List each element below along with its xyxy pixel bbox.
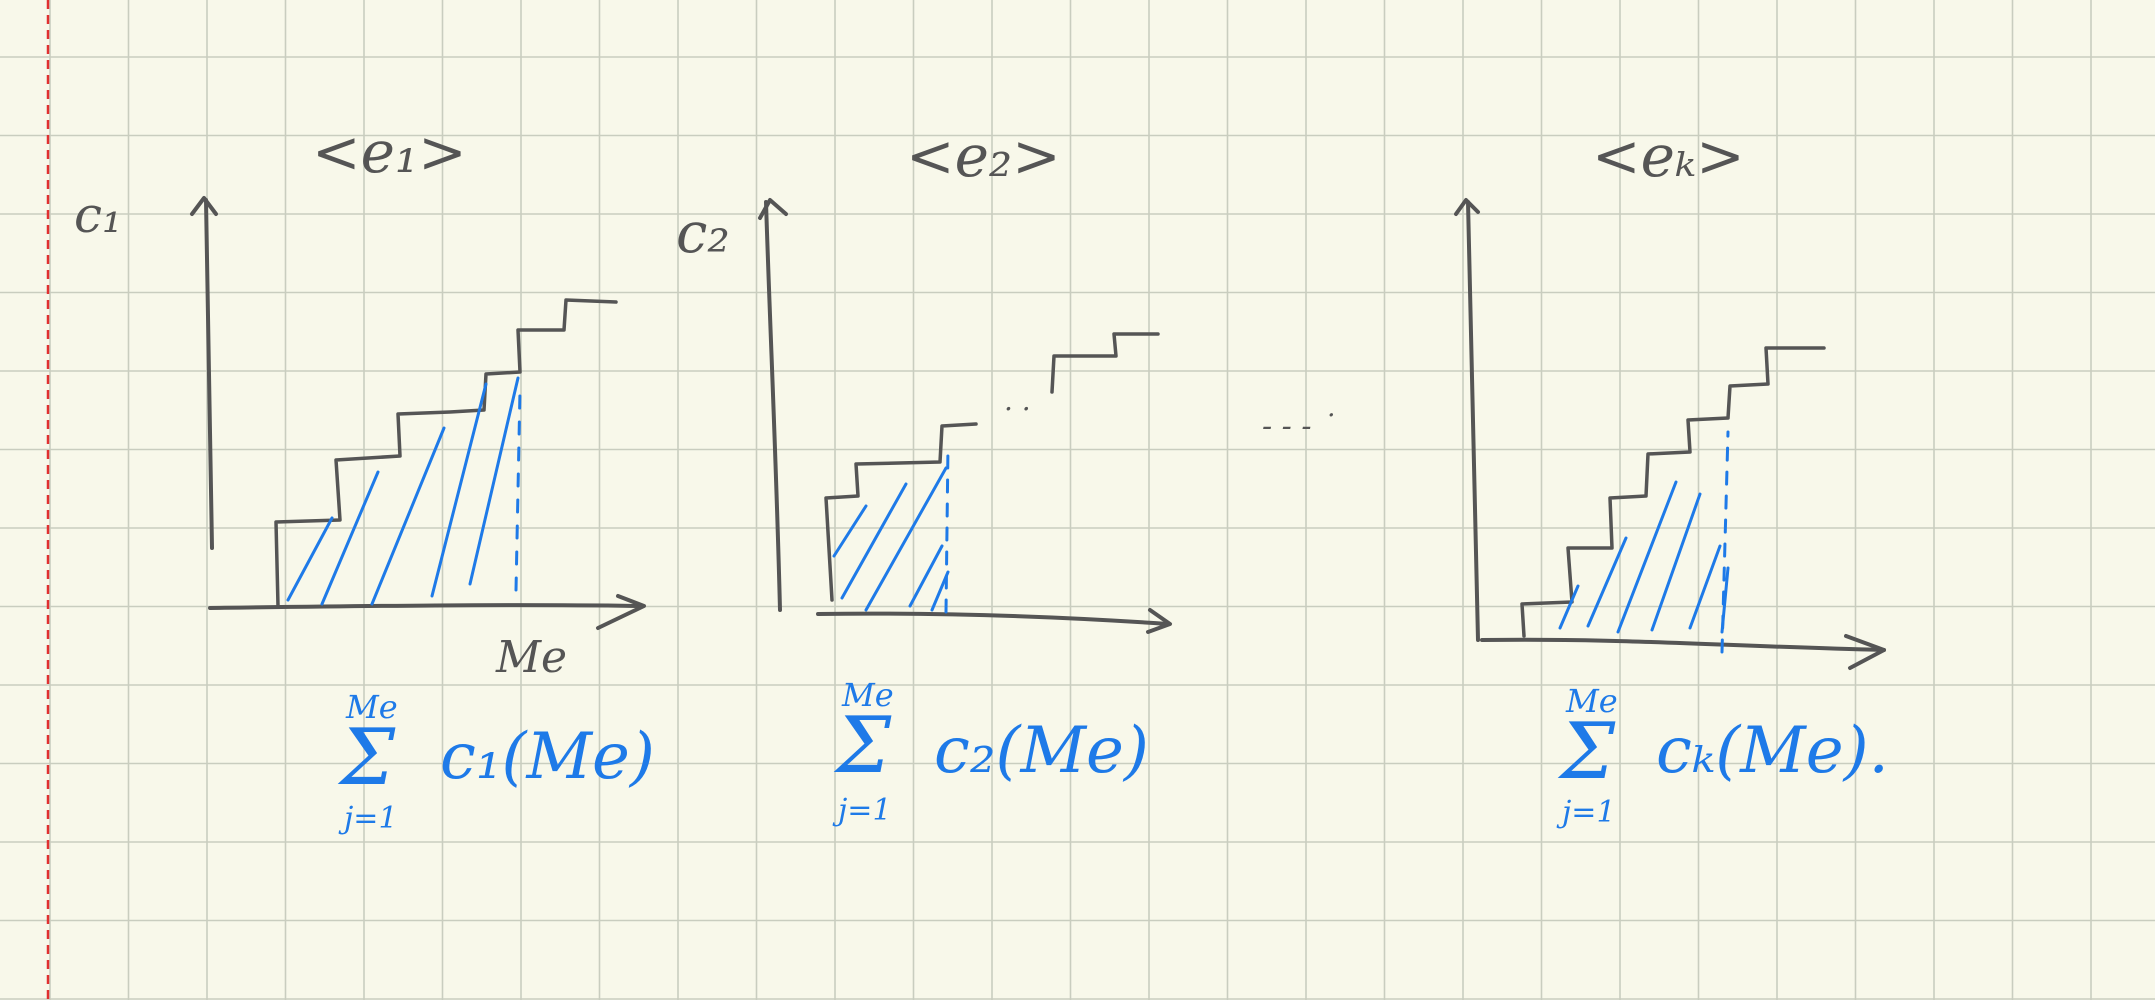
step-function-c2-upper xyxy=(1050,332,1160,394)
step-function-c2 xyxy=(824,422,978,602)
panel-title-ek: <eₖ> xyxy=(1592,122,1745,190)
panel-ek: <eₖ> Me Σ j=1 cₖ(Me). xyxy=(1454,122,1889,830)
y-axis xyxy=(1466,200,1480,642)
x-axis-arrow xyxy=(1146,608,1172,634)
sum-upper-limit: Me xyxy=(345,688,398,726)
x-axis xyxy=(1480,637,1886,652)
y-axis-arrow xyxy=(190,196,218,216)
hatch-area-panel1 xyxy=(286,376,522,606)
panel-title-e1: <e₁> xyxy=(312,118,467,186)
hatch-area-panelk xyxy=(1558,430,1730,654)
sum-symbol: Σ xyxy=(1557,707,1616,797)
y-axis-arrow xyxy=(1454,198,1480,216)
x-axis xyxy=(816,611,1170,626)
axes-panel2 xyxy=(758,198,1172,634)
x-axis xyxy=(208,603,642,610)
step-ellipsis: . . xyxy=(1004,384,1031,417)
y-axis xyxy=(764,200,782,612)
hatch-area-panel2 xyxy=(832,444,950,614)
step-function-ck xyxy=(1520,346,1826,638)
panels-ellipsis: - - - ˙ xyxy=(1262,409,1336,444)
panel-e1: <e₁> c₁ Me Me Σ j=1 c₁(Me) xyxy=(74,118,655,836)
panel-title-e2: <e₂> xyxy=(906,122,1061,190)
y-axis-arrow xyxy=(758,198,788,220)
y-axis xyxy=(204,198,214,550)
y-axis-label-c2: c₂ xyxy=(676,201,730,266)
x-axis-label-me: Me xyxy=(495,632,567,683)
sum-formula-panel2: Me Σ j=1 c₂(Me) xyxy=(832,676,1149,828)
step-function-c1 xyxy=(274,298,618,608)
sum-symbol: Σ xyxy=(337,713,396,803)
sum-lower-limit: j=1 xyxy=(1556,795,1616,830)
sum-lower-limit: j=1 xyxy=(338,801,398,836)
axes-panel1 xyxy=(190,196,646,630)
sum-formula-panel1: Me Σ j=1 c₁(Me) xyxy=(337,688,655,836)
x-axis-arrow xyxy=(1844,634,1886,670)
sum-lower-limit: j=1 xyxy=(832,793,892,828)
sum-upper-limit: Me xyxy=(1565,682,1618,720)
sum-formula-panelk: Me Σ j=1 cₖ(Me). xyxy=(1556,682,1889,830)
x-axis-arrow xyxy=(596,594,646,630)
panel-e2: <e₂> c₂ . . Me Σ j=1 c₂(Me) xyxy=(676,122,1172,828)
y-axis-label-c1: c₁ xyxy=(74,186,122,244)
sum-symbol: Σ xyxy=(833,701,892,791)
sum-upper-limit: Me xyxy=(841,676,894,714)
axes-panelk xyxy=(1454,198,1886,670)
sum-term: c₁(Me) xyxy=(440,720,655,794)
sum-term: c₂(Me) xyxy=(934,714,1149,788)
sum-term: cₖ(Me). xyxy=(1656,714,1889,788)
